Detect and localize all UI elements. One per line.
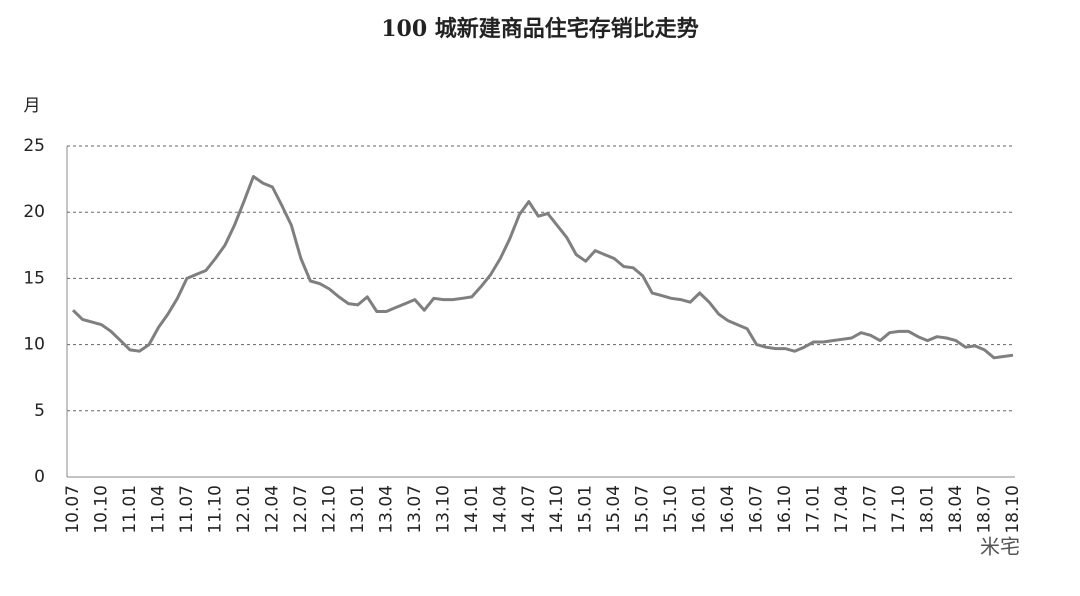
x-tick-label: 14.01 [462,485,482,534]
y-tick-label: 15 [23,268,45,288]
x-tick-label: 18.10 [1003,485,1023,534]
chart-title: 100 城新建商品住宅存销比走势 [381,16,699,42]
x-tick-label: 13.04 [376,485,396,534]
x-tick-label: 10.10 [91,485,111,534]
y-tick-label: 5 [34,401,45,421]
y-axis-label: 月 [24,96,41,116]
x-tick-label: 15.07 [633,485,653,534]
x-tick-label: 15.10 [661,485,681,534]
x-tick-label: 16.10 [775,485,795,534]
x-tick-label: 15.04 [604,485,624,534]
x-tick-label: 16.01 [690,485,710,534]
x-tick-label: 18.04 [946,485,966,534]
x-tick-label: 12.04 [262,485,282,534]
y-tick-label: 20 [23,202,45,222]
x-tick-label: 17.01 [804,485,824,534]
x-tick-label: 15.01 [576,485,596,534]
data-line [71,175,1014,360]
x-tick-label: 14.10 [547,485,567,534]
x-tick-label: 12.01 [234,485,254,534]
y-tick-label: 25 [23,136,45,156]
watermark: 米宅 [980,535,1020,559]
x-tick-label: 10.07 [63,485,83,534]
y-tick-label: 10 [23,335,45,355]
y-tick-label: 0 [34,467,45,487]
x-tick-label: 13.10 [433,485,453,534]
x-tick-label: 11.10 [205,485,225,534]
x-tick-label: 11.04 [148,485,168,534]
x-tick-label: 14.04 [490,485,510,534]
x-tick-label: 14.07 [519,485,539,534]
x-tick-label: 11.01 [120,485,140,534]
x-tick-label: 17.04 [832,485,852,534]
x-tick-label: 12.10 [319,485,339,534]
x-tick-label: 13.01 [348,485,368,534]
x-tick-label: 18.01 [918,485,938,534]
x-tick-label: 16.07 [747,485,767,534]
x-tick-label: 17.07 [861,485,881,534]
x-tick-label: 12.07 [291,485,311,534]
x-tick-label: 16.04 [718,485,738,534]
x-tick-label: 11.07 [177,485,197,534]
x-tick-label: 17.10 [889,485,909,534]
x-tick-label: 18.07 [975,485,995,534]
x-tick-label: 13.07 [405,485,425,534]
